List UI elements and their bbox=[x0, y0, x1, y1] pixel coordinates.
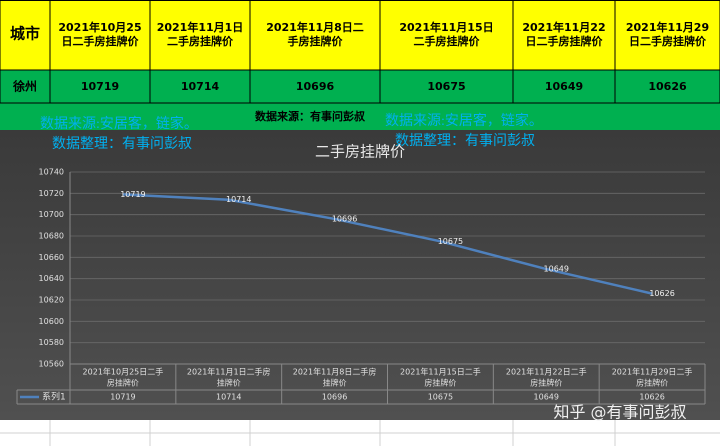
data-label: 10696 bbox=[332, 214, 357, 223]
watermark: 数据整理：有事问彭叔 bbox=[395, 133, 535, 149]
data-label: 10649 bbox=[544, 265, 569, 274]
data-label: 10714 bbox=[226, 195, 251, 204]
chart-title: 二手房挂牌价 bbox=[315, 143, 405, 161]
legend-label: 系列1 bbox=[42, 391, 66, 403]
category-label: 2021年10月25日二手房挂牌价 bbox=[83, 366, 164, 387]
header-row bbox=[0, 0, 720, 70]
data-table-value: 10696 bbox=[322, 393, 347, 402]
chart-area bbox=[0, 130, 720, 420]
category-label: 2021年11月15日二手房挂牌价 bbox=[400, 366, 481, 387]
table-cell: 徐州 bbox=[12, 79, 37, 94]
source-note: 数据来源：有事问彭叔 bbox=[255, 109, 366, 123]
table-cell: 10626 bbox=[648, 80, 687, 93]
data-table-value: 10675 bbox=[428, 393, 453, 402]
category-label: 2021年11月22日二手房挂牌价 bbox=[506, 366, 587, 387]
data-table-value: 10719 bbox=[110, 393, 135, 402]
header-cell: 城市 bbox=[10, 24, 40, 42]
header-cell: 2021年11月29 日二手房挂牌价 bbox=[626, 20, 709, 48]
watermark: 数据来源:安居客，链家。 bbox=[385, 112, 543, 129]
source-band bbox=[0, 103, 720, 130]
y-tick-label: 10720 bbox=[39, 189, 64, 198]
table-cell: 10649 bbox=[545, 80, 583, 93]
table-cell: 10675 bbox=[427, 80, 465, 93]
sheet-grid bbox=[0, 420, 720, 446]
y-tick-label: 10700 bbox=[39, 210, 64, 219]
y-tick-label: 10640 bbox=[39, 274, 64, 283]
y-tick-label: 10580 bbox=[39, 338, 64, 347]
header-cell: 2021年11月15日二手房挂牌价 bbox=[399, 20, 493, 48]
y-tick-label: 10740 bbox=[39, 168, 64, 177]
table-cell: 10719 bbox=[81, 80, 119, 93]
category-label: 2021年11月29日二手房挂牌价 bbox=[612, 366, 693, 387]
data-label: 10719 bbox=[120, 190, 145, 199]
header-cell: 2021年11月8日二手房挂牌价 bbox=[266, 20, 364, 48]
y-tick-label: 10660 bbox=[39, 253, 64, 262]
header-cell: 2021年11月1日二手房挂牌价 bbox=[157, 20, 244, 48]
data-row bbox=[0, 70, 720, 103]
y-tick-label: 10680 bbox=[39, 232, 64, 241]
data-label: 10675 bbox=[438, 237, 463, 246]
category-label: 2021年11月8日二手房挂牌价 bbox=[293, 366, 377, 387]
category-label: 2021年11月1日二手房挂牌价 bbox=[187, 366, 271, 387]
y-tick-label: 10560 bbox=[39, 360, 64, 369]
watermark: 数据整理：有事问彭叔 bbox=[52, 136, 192, 152]
data-label: 10626 bbox=[649, 289, 674, 298]
table-cell: 10696 bbox=[296, 80, 335, 93]
y-tick-label: 10600 bbox=[39, 317, 64, 326]
series-line bbox=[122, 193, 653, 295]
site-watermark: 知乎 @有事问彭叔 bbox=[553, 403, 686, 422]
header-cell: 2021年11月22 日二手房挂牌价 bbox=[522, 20, 605, 48]
table-cell: 10714 bbox=[181, 80, 220, 93]
header-cell: 2021年10月25 日二手房挂牌价 bbox=[58, 20, 141, 48]
data-table-value: 10649 bbox=[534, 393, 559, 402]
data-table-value: 10626 bbox=[639, 393, 664, 402]
watermark: 数据来源:安居客，链家。 bbox=[40, 115, 198, 132]
data-table-value: 10714 bbox=[216, 393, 241, 402]
y-tick-label: 10620 bbox=[39, 296, 64, 305]
